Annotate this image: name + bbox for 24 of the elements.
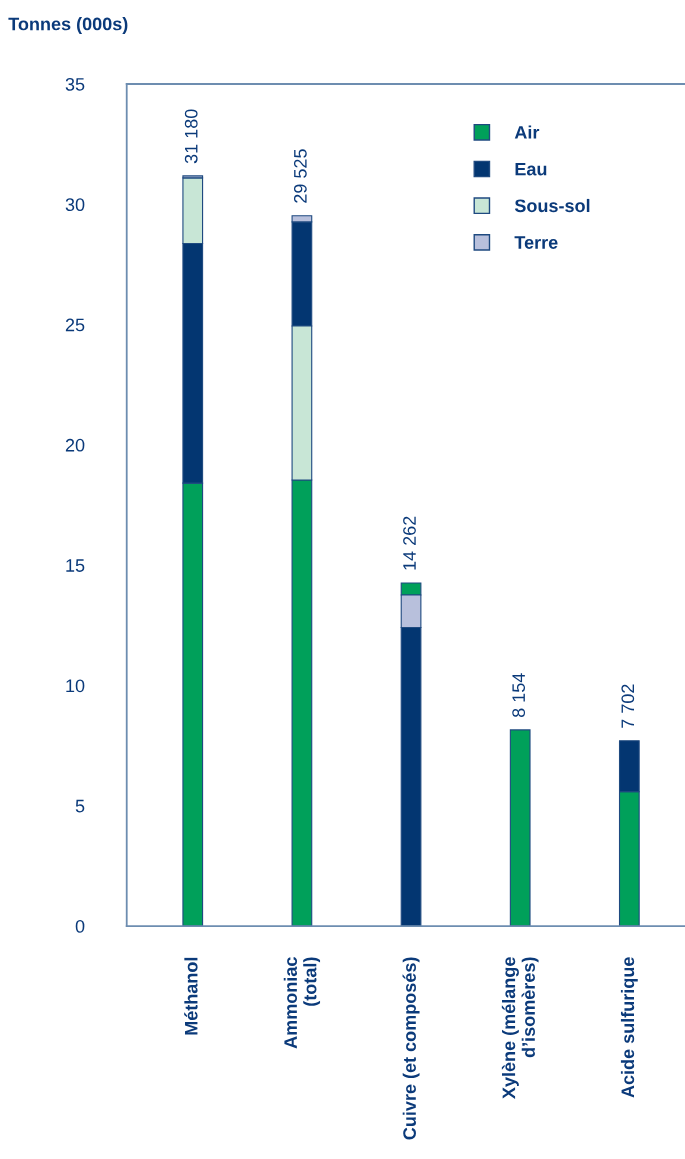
y-tick-label: 25: [65, 318, 85, 332]
y-tick-label: 30: [65, 198, 85, 212]
x-tick-label: Cuivre (et composés): [402, 957, 420, 1140]
legend-label: Air: [514, 125, 540, 139]
x-tick-label: Méthanol: [184, 957, 198, 1035]
y-tick-label: 35: [65, 77, 85, 91]
x-tick-label: Ammoniac (total): [283, 957, 321, 1049]
y-tick-label: 10: [66, 679, 85, 693]
total-label: 31 180: [184, 109, 198, 164]
y-tick-label: 15: [66, 559, 85, 572]
legend-label: Terre: [514, 236, 558, 249]
legend-label: Sous-sol: [514, 198, 590, 213]
bar: [509, 729, 531, 927]
total-label: 8 154: [512, 673, 526, 718]
y-axis-title: Tonnes (000s): [8, 17, 128, 34]
legend-label: Eau: [515, 162, 547, 176]
x-tick-label: Acide sulfurique: [620, 957, 638, 1098]
total-label: 14 262: [403, 516, 416, 570]
y-tick-label: 0: [75, 919, 85, 933]
x-tick-label: Xylène (mélange d’isomères): [501, 957, 539, 1099]
y-tick-label: 20: [65, 438, 85, 452]
total-label: 7 702: [621, 684, 635, 728]
y-tick-label: 5: [75, 799, 85, 813]
total-label: 29 525: [293, 149, 307, 203]
